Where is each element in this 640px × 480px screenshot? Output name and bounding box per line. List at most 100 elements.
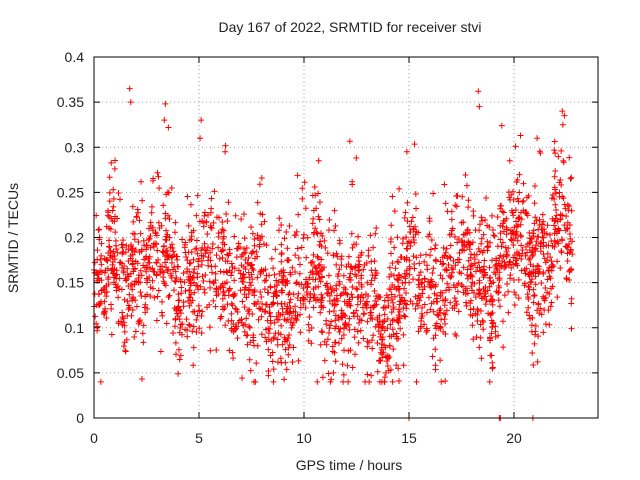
data-point xyxy=(480,293,487,300)
data-point xyxy=(199,244,206,251)
data-point xyxy=(261,286,268,293)
data-point xyxy=(403,267,410,274)
data-point xyxy=(452,262,459,269)
data-point xyxy=(453,301,460,308)
data-point xyxy=(281,338,288,345)
data-point xyxy=(159,298,166,305)
data-point xyxy=(278,289,285,296)
data-point xyxy=(396,308,403,315)
data-point xyxy=(430,335,437,342)
data-point xyxy=(108,159,115,166)
data-point xyxy=(552,201,559,208)
data-point xyxy=(564,201,571,208)
data-point xyxy=(270,366,277,373)
data-point xyxy=(390,305,397,312)
data-point xyxy=(536,216,543,223)
data-point xyxy=(313,205,320,212)
data-point xyxy=(524,291,531,298)
data-point xyxy=(546,231,553,238)
data-point xyxy=(491,269,498,276)
data-point xyxy=(213,214,220,221)
data-point xyxy=(546,267,553,274)
data-point xyxy=(428,276,435,283)
data-point xyxy=(441,181,448,188)
y-tick-label: 0.2 xyxy=(65,230,85,246)
data-point xyxy=(324,284,331,291)
data-point xyxy=(150,242,157,249)
data-point xyxy=(155,173,162,180)
data-point xyxy=(127,253,134,260)
data-point xyxy=(397,298,404,305)
data-point xyxy=(555,240,562,247)
data-point xyxy=(265,372,272,379)
data-point xyxy=(367,232,374,239)
data-point xyxy=(326,216,333,223)
data-point xyxy=(190,269,197,276)
data-point xyxy=(262,334,269,341)
data-point xyxy=(103,293,110,300)
data-point xyxy=(143,264,150,271)
data-point xyxy=(159,312,166,319)
data-point xyxy=(524,194,531,201)
data-point xyxy=(137,230,144,237)
data-point xyxy=(237,287,244,294)
data-point xyxy=(492,328,499,335)
data-point xyxy=(369,345,376,352)
data-point xyxy=(333,286,340,292)
data-point xyxy=(200,278,207,285)
data-point xyxy=(345,253,352,260)
data-point xyxy=(495,332,502,339)
data-point xyxy=(228,310,235,317)
data-point xyxy=(537,305,544,312)
data-point xyxy=(530,299,537,306)
data-point xyxy=(248,261,255,268)
data-point xyxy=(542,294,549,301)
data-point xyxy=(323,290,330,297)
data-point xyxy=(182,239,189,246)
data-point xyxy=(175,346,182,353)
data-point xyxy=(470,212,477,219)
data-point xyxy=(171,278,178,284)
data-point xyxy=(552,168,559,175)
data-point xyxy=(401,313,408,320)
data-point xyxy=(511,224,518,231)
data-point xyxy=(210,219,217,226)
data-point xyxy=(403,290,410,297)
data-point xyxy=(318,243,325,250)
data-point xyxy=(185,222,192,229)
data-point xyxy=(328,376,335,383)
data-point xyxy=(475,245,482,252)
data-point xyxy=(465,197,472,204)
data-point xyxy=(465,257,472,264)
data-point xyxy=(352,351,359,358)
data-point xyxy=(507,259,514,266)
data-point xyxy=(286,299,293,306)
data-point xyxy=(356,261,363,268)
data-point xyxy=(220,284,227,291)
data-point xyxy=(164,267,171,274)
data-point xyxy=(510,212,517,219)
data-point xyxy=(199,308,206,315)
data-point xyxy=(200,223,207,230)
data-point xyxy=(460,283,467,290)
data-point xyxy=(506,157,513,164)
y-axis-label: SRMTID / TECUs xyxy=(5,183,21,293)
data-point xyxy=(162,282,169,289)
data-point xyxy=(315,283,322,290)
data-point xyxy=(144,305,151,312)
data-point xyxy=(158,222,165,229)
data-point xyxy=(274,336,281,343)
data-point xyxy=(304,284,311,291)
data-point xyxy=(153,272,160,279)
data-point xyxy=(193,245,200,252)
data-point xyxy=(107,249,114,256)
data-point xyxy=(515,215,522,222)
data-point xyxy=(293,228,300,235)
data-point xyxy=(473,334,480,341)
data-point xyxy=(120,319,127,326)
data-point xyxy=(531,200,538,207)
data-point xyxy=(356,319,363,326)
data-point xyxy=(241,235,248,242)
data-point xyxy=(567,175,574,182)
data-point xyxy=(498,202,505,209)
